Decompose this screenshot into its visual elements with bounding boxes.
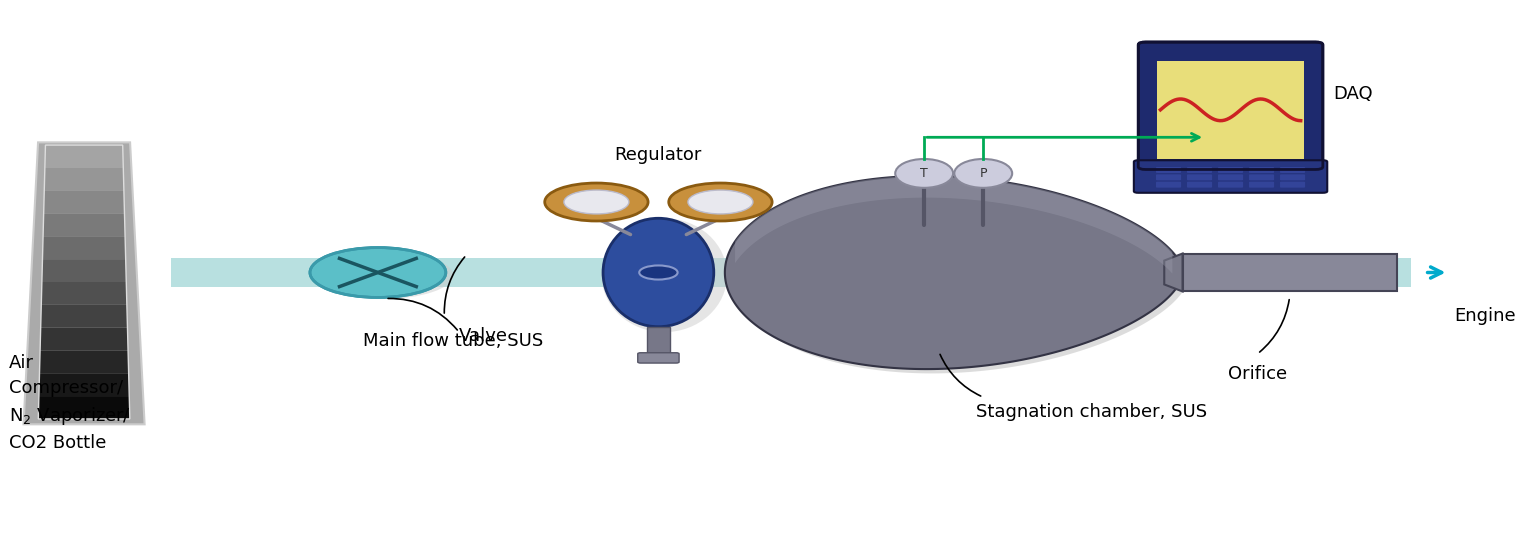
Text: Orifice: Orifice [1228,365,1288,383]
Polygon shape [724,176,1183,369]
FancyBboxPatch shape [1280,181,1304,187]
Circle shape [545,183,648,221]
FancyBboxPatch shape [638,353,679,363]
Polygon shape [40,373,129,396]
FancyBboxPatch shape [1157,167,1181,173]
Ellipse shape [895,159,953,188]
Polygon shape [41,305,128,328]
FancyBboxPatch shape [1218,167,1243,173]
Polygon shape [38,396,129,419]
Text: Engine: Engine [1454,307,1516,325]
Ellipse shape [603,219,714,326]
FancyBboxPatch shape [1138,42,1323,169]
Polygon shape [40,350,129,373]
Ellipse shape [601,219,728,332]
Polygon shape [40,328,128,350]
Circle shape [668,183,772,221]
FancyBboxPatch shape [1134,160,1327,193]
FancyBboxPatch shape [1187,174,1212,180]
FancyBboxPatch shape [1187,167,1212,173]
Ellipse shape [954,159,1012,188]
Text: P: P [980,167,986,180]
FancyBboxPatch shape [170,258,1411,287]
FancyBboxPatch shape [1280,174,1304,180]
Polygon shape [1164,253,1183,292]
Polygon shape [44,191,125,214]
Polygon shape [731,180,1189,373]
Text: T: T [921,167,928,180]
Text: Main flow tube, SUS: Main flow tube, SUS [364,332,543,350]
FancyBboxPatch shape [1157,61,1304,159]
FancyBboxPatch shape [1218,181,1243,187]
Text: Air
Compressor/
N$_2$ Vaporizer/
CO2 Bottle: Air Compressor/ N$_2$ Vaporizer/ CO2 Bot… [9,354,131,452]
FancyBboxPatch shape [1250,174,1274,180]
FancyBboxPatch shape [1250,181,1274,187]
Polygon shape [43,259,126,282]
Circle shape [639,265,677,280]
FancyBboxPatch shape [1250,167,1274,173]
FancyBboxPatch shape [1183,253,1397,292]
Text: DAQ: DAQ [1333,84,1373,102]
Polygon shape [43,214,125,237]
FancyBboxPatch shape [1157,174,1181,180]
Circle shape [688,190,753,214]
Polygon shape [41,282,126,305]
Polygon shape [44,168,123,191]
Circle shape [565,190,629,214]
Polygon shape [44,145,123,168]
Ellipse shape [312,251,454,299]
FancyBboxPatch shape [1157,181,1181,187]
Circle shape [310,247,446,298]
Polygon shape [735,176,1172,274]
Text: Regulator: Regulator [615,146,702,164]
FancyBboxPatch shape [1218,174,1243,180]
FancyBboxPatch shape [1280,167,1304,173]
FancyBboxPatch shape [647,326,670,356]
Text: Valve: Valve [460,326,508,345]
Polygon shape [23,142,145,425]
Polygon shape [43,237,126,259]
Text: Stagnation chamber, SUS: Stagnation chamber, SUS [976,403,1207,421]
FancyBboxPatch shape [1187,181,1212,187]
